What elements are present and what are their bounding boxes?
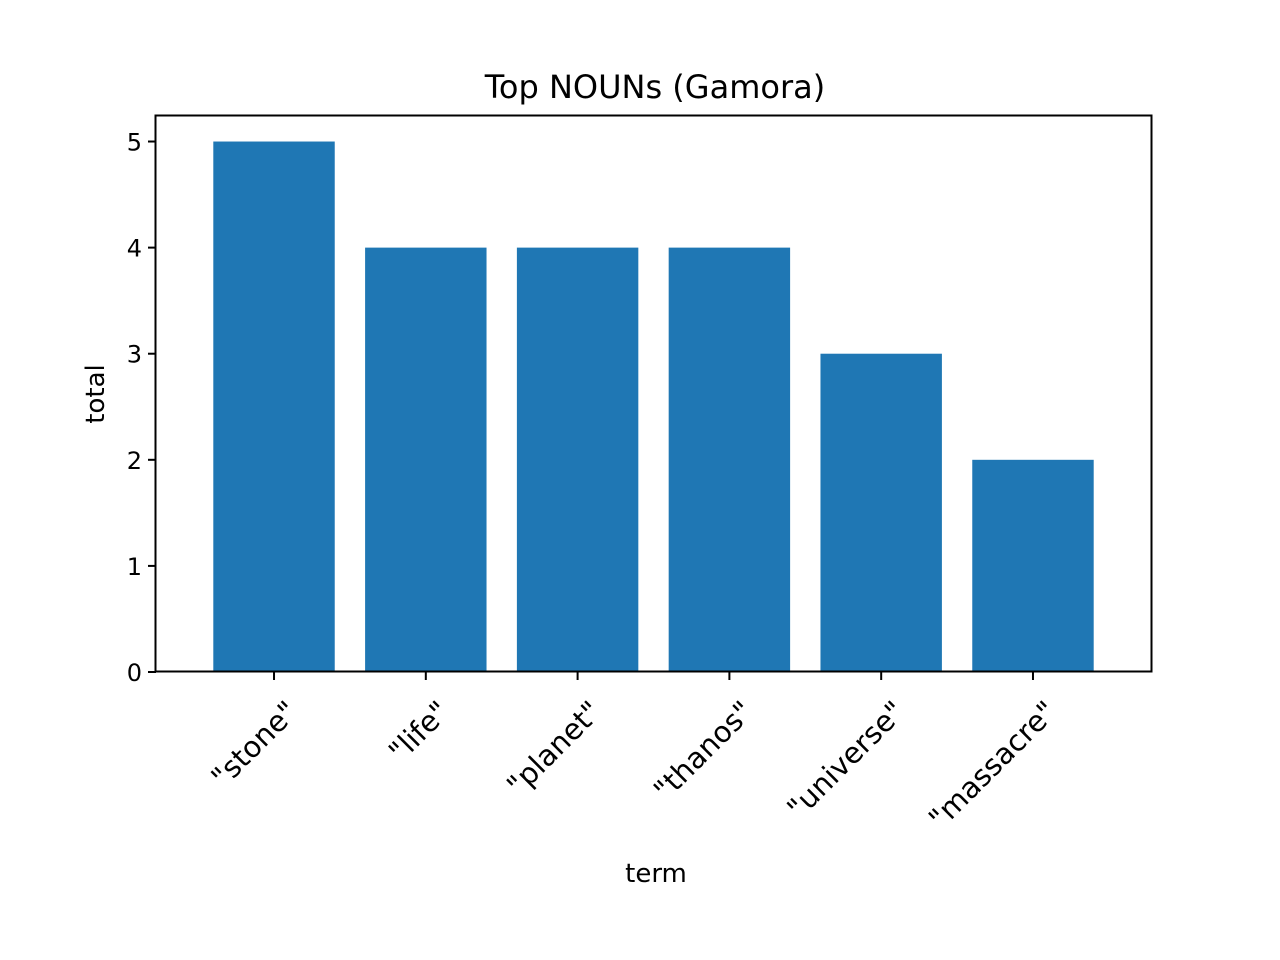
bar — [516, 247, 639, 672]
bar — [365, 247, 487, 672]
y-tick-label: 1 — [127, 553, 142, 581]
bar — [820, 353, 942, 672]
y-tick-label: 0 — [127, 659, 142, 687]
bar — [668, 247, 791, 672]
y-tick-label: 2 — [127, 447, 142, 475]
x-axis-label: term — [625, 859, 687, 889]
y-tick-label: 3 — [127, 341, 142, 369]
y-axis-label: total — [81, 364, 111, 423]
bars-group — [213, 141, 1094, 672]
bar — [213, 141, 335, 672]
y-axis-ticks: 0 1 2 3 4 5 — [127, 129, 156, 687]
y-tick-label: 5 — [127, 129, 142, 157]
bar — [972, 459, 1094, 672]
y-tick-label: 4 — [127, 235, 142, 263]
plot-frame — [154, 114, 1153, 673]
chart-title: Top NOUNs (Gamora) — [484, 68, 825, 106]
